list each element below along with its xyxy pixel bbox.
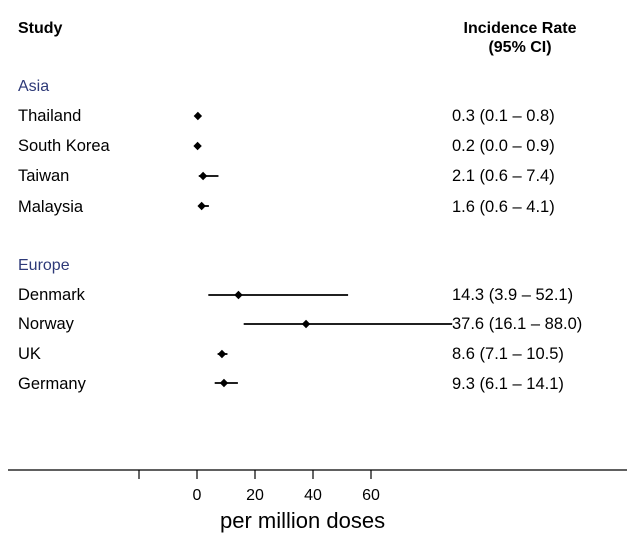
x-tick-label: 40 — [304, 487, 322, 504]
point-estimate-norway — [301, 319, 311, 329]
study-label-taiwan: Taiwan — [18, 167, 70, 185]
group-label-asia: Asia — [18, 78, 50, 95]
ci-text-norway: 37.6 (16.1 – 88.0) — [452, 315, 583, 333]
point-estimate-germany — [219, 378, 229, 388]
point-estimate-malaysia — [197, 201, 206, 211]
study-label-uk: UK — [18, 345, 41, 363]
ci-text-germany: 9.3 (6.1 – 14.1) — [452, 375, 564, 393]
incidence-rate-header-line1: Incidence Rate — [463, 20, 577, 37]
ci-text-south-korea: 0.2 (0.0 – 0.9) — [452, 137, 555, 155]
study-label-denmark: Denmark — [18, 286, 85, 304]
incidence-rate-column-header: Incidence Rate (95% CI) — [453, 19, 587, 57]
study-label-thailand: Thailand — [18, 107, 82, 125]
ci-text-thailand: 0.3 (0.1 – 0.8) — [452, 107, 555, 125]
point-estimate-uk — [217, 349, 227, 359]
point-estimate-taiwan — [198, 171, 208, 181]
study-column-header: Study — [18, 20, 63, 37]
point-estimate-south-korea — [193, 141, 202, 151]
study-label-norway: Norway — [18, 315, 74, 333]
incidence-rate-header-line2: (95% CI) — [488, 39, 552, 56]
point-estimate-thailand — [193, 111, 203, 121]
x-axis-label: per million doses — [220, 508, 386, 533]
study-label-germany: Germany — [18, 375, 86, 393]
ci-text-denmark: 14.3 (3.9 – 52.1) — [452, 286, 574, 304]
x-tick-label: 60 — [362, 487, 380, 504]
x-tick-label: 0 — [193, 487, 202, 504]
ci-text-malaysia: 1.6 (0.6 – 4.1) — [452, 198, 555, 216]
group-label-europe: Europe — [18, 257, 70, 274]
x-tick-label: 20 — [246, 487, 264, 504]
study-label-south-korea: South Korea — [18, 137, 110, 155]
point-estimate-denmark — [234, 290, 243, 300]
study-label-malaysia: Malaysia — [18, 198, 84, 216]
ci-text-uk: 8.6 (7.1 – 10.5) — [452, 345, 564, 363]
ci-text-taiwan: 2.1 (0.6 – 7.4) — [452, 167, 555, 185]
